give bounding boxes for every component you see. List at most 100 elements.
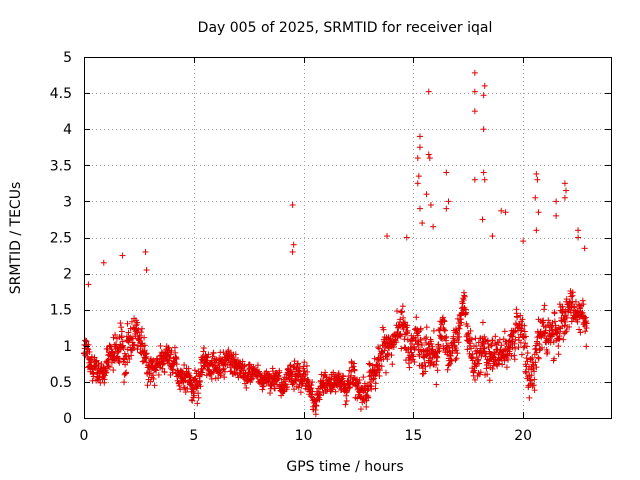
data-point (489, 366, 496, 373)
data-point (105, 363, 112, 370)
data-point (297, 389, 304, 396)
data-point (480, 92, 487, 99)
data-point (317, 392, 324, 399)
data-point (541, 302, 548, 309)
data-point (191, 392, 198, 399)
data-point (127, 325, 134, 332)
data-point (301, 359, 308, 366)
data-point (194, 382, 201, 389)
data-point (457, 322, 464, 329)
data-point (105, 356, 112, 363)
data-point (418, 336, 425, 343)
data-point (480, 345, 487, 352)
y-tick-label: 2.5 (50, 231, 72, 247)
axis-ticks (84, 57, 611, 419)
data-point (559, 303, 566, 310)
data-point (441, 318, 448, 325)
data-point (195, 390, 202, 397)
data-point (301, 367, 308, 374)
data-point (308, 382, 315, 389)
data-point (562, 318, 569, 325)
data-point (189, 397, 196, 404)
data-point (520, 344, 527, 351)
data-point (413, 314, 420, 321)
data-point (422, 363, 429, 370)
data-point (128, 318, 135, 325)
data-point (531, 387, 538, 394)
data-point (569, 289, 576, 296)
data-point (370, 367, 377, 374)
data-point (139, 358, 146, 365)
data-point (443, 333, 450, 340)
data-point (309, 379, 316, 386)
data-point (461, 305, 468, 312)
data-point (416, 144, 423, 151)
data-point (480, 126, 487, 133)
data-point (454, 330, 461, 337)
data-point (480, 169, 487, 176)
data-point (218, 370, 225, 377)
data-point (509, 344, 516, 351)
data-point (520, 238, 527, 245)
data-point (430, 223, 437, 230)
data-point (417, 325, 424, 332)
data-point (433, 381, 440, 388)
data-point (399, 308, 406, 315)
data-point (88, 353, 95, 360)
data-point (117, 320, 124, 327)
data-point (287, 362, 294, 369)
data-point (159, 360, 166, 367)
data-point (275, 375, 282, 382)
data-point (480, 339, 487, 346)
data-point (471, 88, 478, 95)
data-point (533, 170, 540, 177)
data-point (389, 361, 396, 368)
data-point (207, 370, 214, 377)
data-point (125, 329, 132, 336)
data-point (153, 367, 160, 374)
data-point (138, 329, 145, 336)
data-point (121, 379, 128, 386)
data-point (289, 202, 296, 209)
data-point (241, 363, 248, 370)
data-point (221, 374, 228, 381)
data-point (173, 356, 180, 363)
data-point (116, 359, 123, 366)
data-point (161, 369, 168, 376)
data-point (234, 357, 241, 364)
data-point (290, 363, 297, 370)
data-point (397, 333, 404, 340)
data-point (290, 241, 297, 248)
data-point (357, 406, 364, 413)
data-point (318, 371, 325, 378)
data-point (511, 340, 518, 347)
data-point (414, 180, 421, 187)
data-point (456, 325, 463, 332)
data-point (523, 343, 530, 350)
data-point (555, 343, 562, 350)
data-point (411, 346, 418, 353)
data-point (245, 370, 252, 377)
data-point (313, 403, 320, 410)
data-point (366, 373, 373, 380)
data-point (509, 333, 516, 340)
data-point (191, 367, 198, 374)
data-point (370, 375, 377, 382)
data-point (291, 386, 298, 393)
data-point (583, 343, 590, 350)
data-point (138, 325, 145, 332)
data-point (568, 293, 575, 300)
data-point (443, 169, 450, 176)
data-point (487, 356, 494, 363)
data-point (454, 350, 461, 357)
data-point (208, 369, 215, 376)
data-point (439, 336, 446, 343)
data-point (440, 317, 447, 324)
data-point (239, 358, 246, 365)
data-point (530, 382, 537, 389)
data-point (526, 394, 533, 401)
x-tick-labels: 0 5 10 15 20 (80, 428, 533, 444)
data-point (194, 400, 201, 407)
data-point (130, 345, 137, 352)
data-point (517, 312, 524, 319)
